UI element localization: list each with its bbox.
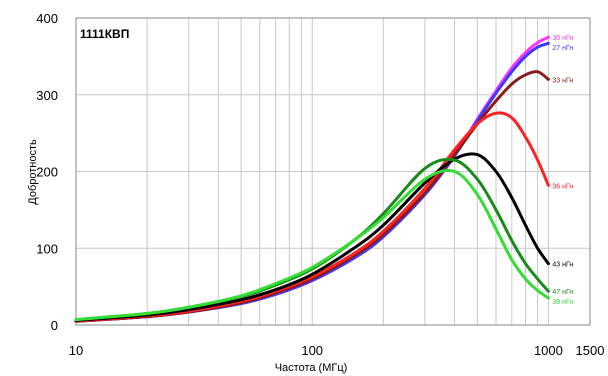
series-label: 47 нГн <box>552 289 573 296</box>
series-label: 33 нГн <box>552 77 573 84</box>
series-label: 27 нГн <box>552 45 573 52</box>
series-lines <box>74 35 550 323</box>
y-tick-label: 300 <box>36 88 58 103</box>
series-labels: 30 нГн 27 нГн 33 нГн 36 нГн 43 нГн 47 нГн 39 н… <box>552 35 573 306</box>
grid <box>75 17 591 326</box>
y-tick-label: 0 <box>51 318 58 333</box>
series-label: 39 нГн <box>552 299 573 306</box>
y-tick-label: 200 <box>36 165 58 180</box>
series-label: 30 нГн <box>552 35 573 42</box>
x-tick-label: 1500 <box>576 343 605 358</box>
tick-labels: 10 100 1000 1500 0 100 200 300 400 <box>36 11 604 358</box>
series-line <box>74 169 550 322</box>
series-label: 43 нГн <box>552 262 573 269</box>
series-line <box>74 111 550 323</box>
y-axis-label: Добротность <box>27 139 39 205</box>
y-tick-label: 400 <box>36 11 58 26</box>
x-tick-label: 100 <box>301 343 323 358</box>
y-tick-label: 100 <box>36 241 58 256</box>
series-line <box>74 152 550 322</box>
x-axis-label: Частота (МГц) <box>275 362 348 374</box>
plot-frame <box>75 17 591 326</box>
chart-title: 1111КВП <box>80 27 129 41</box>
x-tick-label: 10 <box>69 343 83 358</box>
series-label: 36 нГн <box>552 183 573 190</box>
x-tick-label: 1000 <box>534 343 563 358</box>
